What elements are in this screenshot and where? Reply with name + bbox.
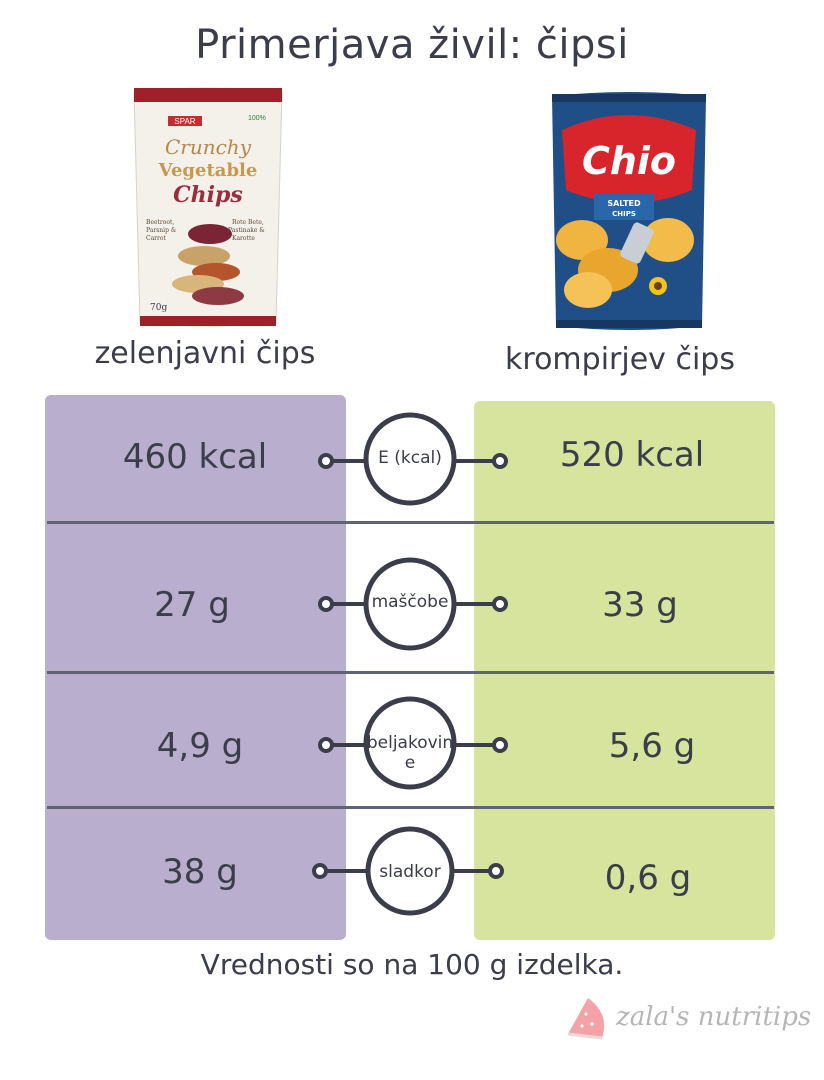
value-right-energy: 520 kcal — [559, 435, 705, 475]
brand-watermark: zala's nutritips — [616, 1002, 812, 1032]
value-right-fat: 33 g — [602, 585, 678, 625]
svg-text:100%: 100% — [248, 115, 266, 122]
potato-chips-package-image: Chio SALTED CHIPS — [552, 92, 706, 330]
vegetable-chips-package-image: SPAR 100% Crunchy Vegetable Chips Beetro… — [133, 87, 283, 327]
svg-text:Parsnip &: Parsnip & — [146, 227, 177, 234]
svg-text:SALTED: SALTED — [607, 199, 641, 208]
svg-text:70g: 70g — [150, 303, 167, 313]
footer-note: Vrednosti so na 100 g izdelka. — [200, 948, 624, 981]
svg-text:Crunchy: Crunchy — [165, 135, 252, 159]
nutrient-label-energy: E (kcal) — [378, 448, 442, 468]
nutrient-connector — [312, 826, 504, 916]
nutrient-connector — [318, 696, 508, 790]
value-left-fat: 27 g — [154, 585, 230, 625]
potato-chips-column — [474, 401, 775, 940]
product-name-left: zelenjavni čips — [94, 336, 316, 371]
row-divider — [47, 671, 774, 674]
row-divider — [47, 521, 774, 524]
svg-text:CHIPS: CHIPS — [612, 210, 636, 218]
value-right-sugar: 0,6 g — [604, 858, 692, 898]
vegetable-chips-column — [45, 395, 346, 940]
svg-text:Vegetable: Vegetable — [158, 160, 258, 181]
nutrient-label-fat: maščobe — [371, 592, 449, 612]
svg-text:Beetroot,: Beetroot, — [146, 219, 174, 226]
value-left-energy: 460 kcal — [122, 437, 268, 477]
value-right-protein: 5,6 g — [608, 726, 696, 766]
pack-brand: SPAR — [174, 117, 195, 126]
nutrient-connector — [318, 412, 508, 506]
svg-text:Carrot: Carrot — [146, 235, 167, 242]
nutrient-label-protein: beljakovine — [366, 733, 454, 773]
svg-text:Chips: Chips — [173, 182, 243, 208]
product-name-right: krompirjev čips — [505, 342, 735, 377]
value-left-protein: 4,9 g — [156, 726, 244, 766]
svg-text:Karotte: Karotte — [232, 235, 255, 242]
page-title: Primerjava živil: čipsi — [195, 22, 629, 68]
nutrient-connector — [318, 557, 508, 651]
row-divider — [47, 806, 774, 809]
value-left-sugar: 38 g — [162, 852, 238, 892]
svg-text:Pastinake &: Pastinake & — [228, 227, 265, 234]
pack-brand-chio: Chio — [582, 139, 676, 183]
svg-text:Rote Bete,: Rote Bete, — [232, 219, 264, 226]
watermelon-logo-icon — [567, 998, 605, 1040]
nutrient-label-sugar: sladkor — [379, 862, 441, 882]
